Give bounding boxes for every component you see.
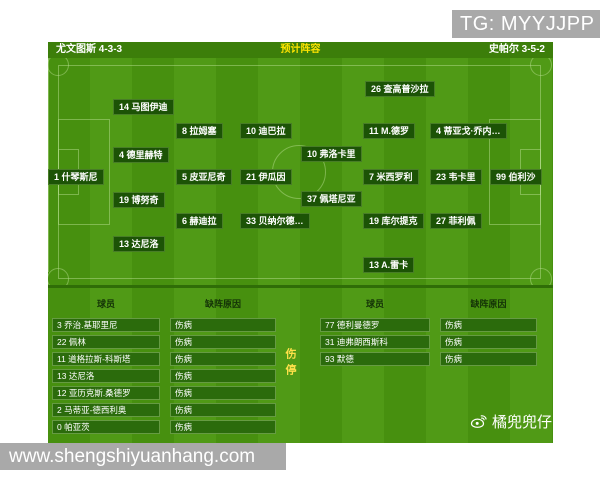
absence-reason-cell: 伤病 <box>440 352 537 366</box>
corner-arc <box>48 268 69 285</box>
absent-player-cell: 12 亚历克斯.桑德罗 <box>52 386 160 400</box>
absent-player-cell: 2 马蒂亚-德西利奥 <box>52 403 160 417</box>
absent-player-cell: 3 乔治.基耶里尼 <box>52 318 160 332</box>
absence-section-label: 伤停 <box>284 348 296 380</box>
absence-reason-cell: 伤病 <box>170 352 276 366</box>
player-label-away: 23 韦卡里 <box>430 169 482 185</box>
player-label-home: 14 马图伊迪 <box>113 99 174 115</box>
absent-player-cell: 22 佩林 <box>52 335 160 349</box>
player-label-home: 19 博努奇 <box>113 192 165 208</box>
player-label-home: 10 迪巴拉 <box>240 123 292 139</box>
player-label-home: 21 伊瓜因 <box>240 169 292 185</box>
player-label-away: 7 米西罗利 <box>363 169 419 185</box>
table-row: 3 乔治.基耶里尼 伤病 <box>52 318 276 332</box>
header-bar: 尤文图斯 4-3-3 预计阵容 史帕尔 3-5-2 <box>48 42 553 58</box>
absence-reason-cell: 伤病 <box>170 335 276 349</box>
tg-banner: TG: MYYJJPP <box>452 10 600 38</box>
player-label-home: 13 达尼洛 <box>113 236 165 252</box>
away-absence-rows: 77 德利曼德罗 伤病 31 迪弗朗西斯科 伤病 93 默德 伤病 <box>320 318 537 366</box>
absence-reason-cell: 伤病 <box>440 335 537 349</box>
player-label-home: 1 什琴斯尼 <box>48 169 104 185</box>
column-header-reason: 缺阵原因 <box>204 299 241 309</box>
player-label-away: 10 弗洛卡里 <box>301 146 362 162</box>
absence-reason-cell: 伤病 <box>170 318 276 332</box>
column-header-player: 球员 <box>96 299 115 309</box>
weibo-icon <box>470 413 488 431</box>
weibo-watermark: 橘兜兜仔 <box>470 411 552 432</box>
absent-player-cell: 13 达尼洛 <box>52 369 160 383</box>
absence-reason-cell: 伤病 <box>170 369 276 383</box>
home-absence-rows: 3 乔治.基耶里尼 伤病 22 佩林 伤病 11 道格拉斯-科斯塔 伤病 13 达尼洛 伤病 1… <box>52 318 276 434</box>
table-row: 11 道格拉斯-科斯塔 伤病 <box>52 352 276 366</box>
table-row: 0 帕亚茨 伤病 <box>52 420 276 434</box>
home-absence-table: 球员 缺阵原因 3 乔治.基耶里尼 伤病 22 佩林 伤病 11 道格拉斯-科斯塔 伤病 1… <box>52 297 276 437</box>
player-label-away: 37 佩塔尼亚 <box>301 191 362 207</box>
player-label-away: 19 库尔提克 <box>363 213 424 229</box>
corner-arc <box>530 268 552 285</box>
absence-reason-cell: 伤病 <box>440 318 537 332</box>
lineup-title: 预计阵容 <box>280 44 321 55</box>
table-row: 2 马蒂亚-德西利奥 伤病 <box>52 403 276 417</box>
home-team-formation: 尤文图斯 4-3-3 <box>56 44 123 55</box>
player-label-home: 6 赫迪拉 <box>176 213 223 229</box>
table-row: 31 迪弗朗西斯科 伤病 <box>320 335 537 349</box>
corner-arc <box>48 58 69 76</box>
column-header-player: 球员 <box>365 299 384 309</box>
absent-player-cell: 0 帕亚茨 <box>52 420 160 434</box>
player-label-away: 99 伯利沙 <box>490 169 542 185</box>
table-header: 球员 缺阵原因 <box>52 297 276 310</box>
player-label-home: 8 拉姆塞 <box>176 123 223 139</box>
corner-arc <box>530 58 552 76</box>
player-label-home: 4 德里赫特 <box>113 147 169 163</box>
weibo-account-name: 橘兜兜仔 <box>492 414 553 431</box>
player-label-away: 27 菲利佩 <box>430 213 482 229</box>
table-row: 13 达尼洛 伤病 <box>52 369 276 383</box>
table-row: 77 德利曼德罗 伤病 <box>320 318 537 332</box>
player-label-home: 33 贝纳尔德… <box>240 213 310 229</box>
away-team-formation: 史帕尔 3-5-2 <box>488 44 545 55</box>
away-absence-table: 球员 缺阵原因 77 德利曼德罗 伤病 31 迪弗朗西斯科 伤病 93 默德 伤病 <box>320 297 537 369</box>
absent-player-cell: 93 默德 <box>320 352 430 366</box>
column-header-reason: 缺阵原因 <box>470 299 507 309</box>
absent-player-cell: 77 德利曼德罗 <box>320 318 430 332</box>
table-row: 22 佩林 伤病 <box>52 335 276 349</box>
player-label-home: 5 皮亚尼奇 <box>176 169 232 185</box>
absent-player-cell: 31 迪弗朗西斯科 <box>320 335 430 349</box>
player-label-away: 13 A.雷卡 <box>363 257 415 273</box>
absence-reason-cell: 伤病 <box>170 386 276 400</box>
table-row: 12 亚历克斯.桑德罗 伤病 <box>52 386 276 400</box>
player-label-away: 11 M.德罗 <box>363 123 416 139</box>
player-label-away: 26 查高普沙拉 <box>365 81 435 97</box>
watermark-url-bar: www.shengshiyuanhang.com <box>0 443 286 470</box>
absent-player-cell: 11 道格拉斯-科斯塔 <box>52 352 160 366</box>
player-label-away: 4 蒂亚戈·乔内… <box>430 123 507 139</box>
absence-reason-cell: 伤病 <box>170 403 276 417</box>
table-row: 93 默德 伤病 <box>320 352 537 366</box>
pitch-center-line <box>48 58 49 272</box>
absence-reason-cell: 伤病 <box>170 420 276 434</box>
table-header: 球员 缺阵原因 <box>320 297 537 310</box>
